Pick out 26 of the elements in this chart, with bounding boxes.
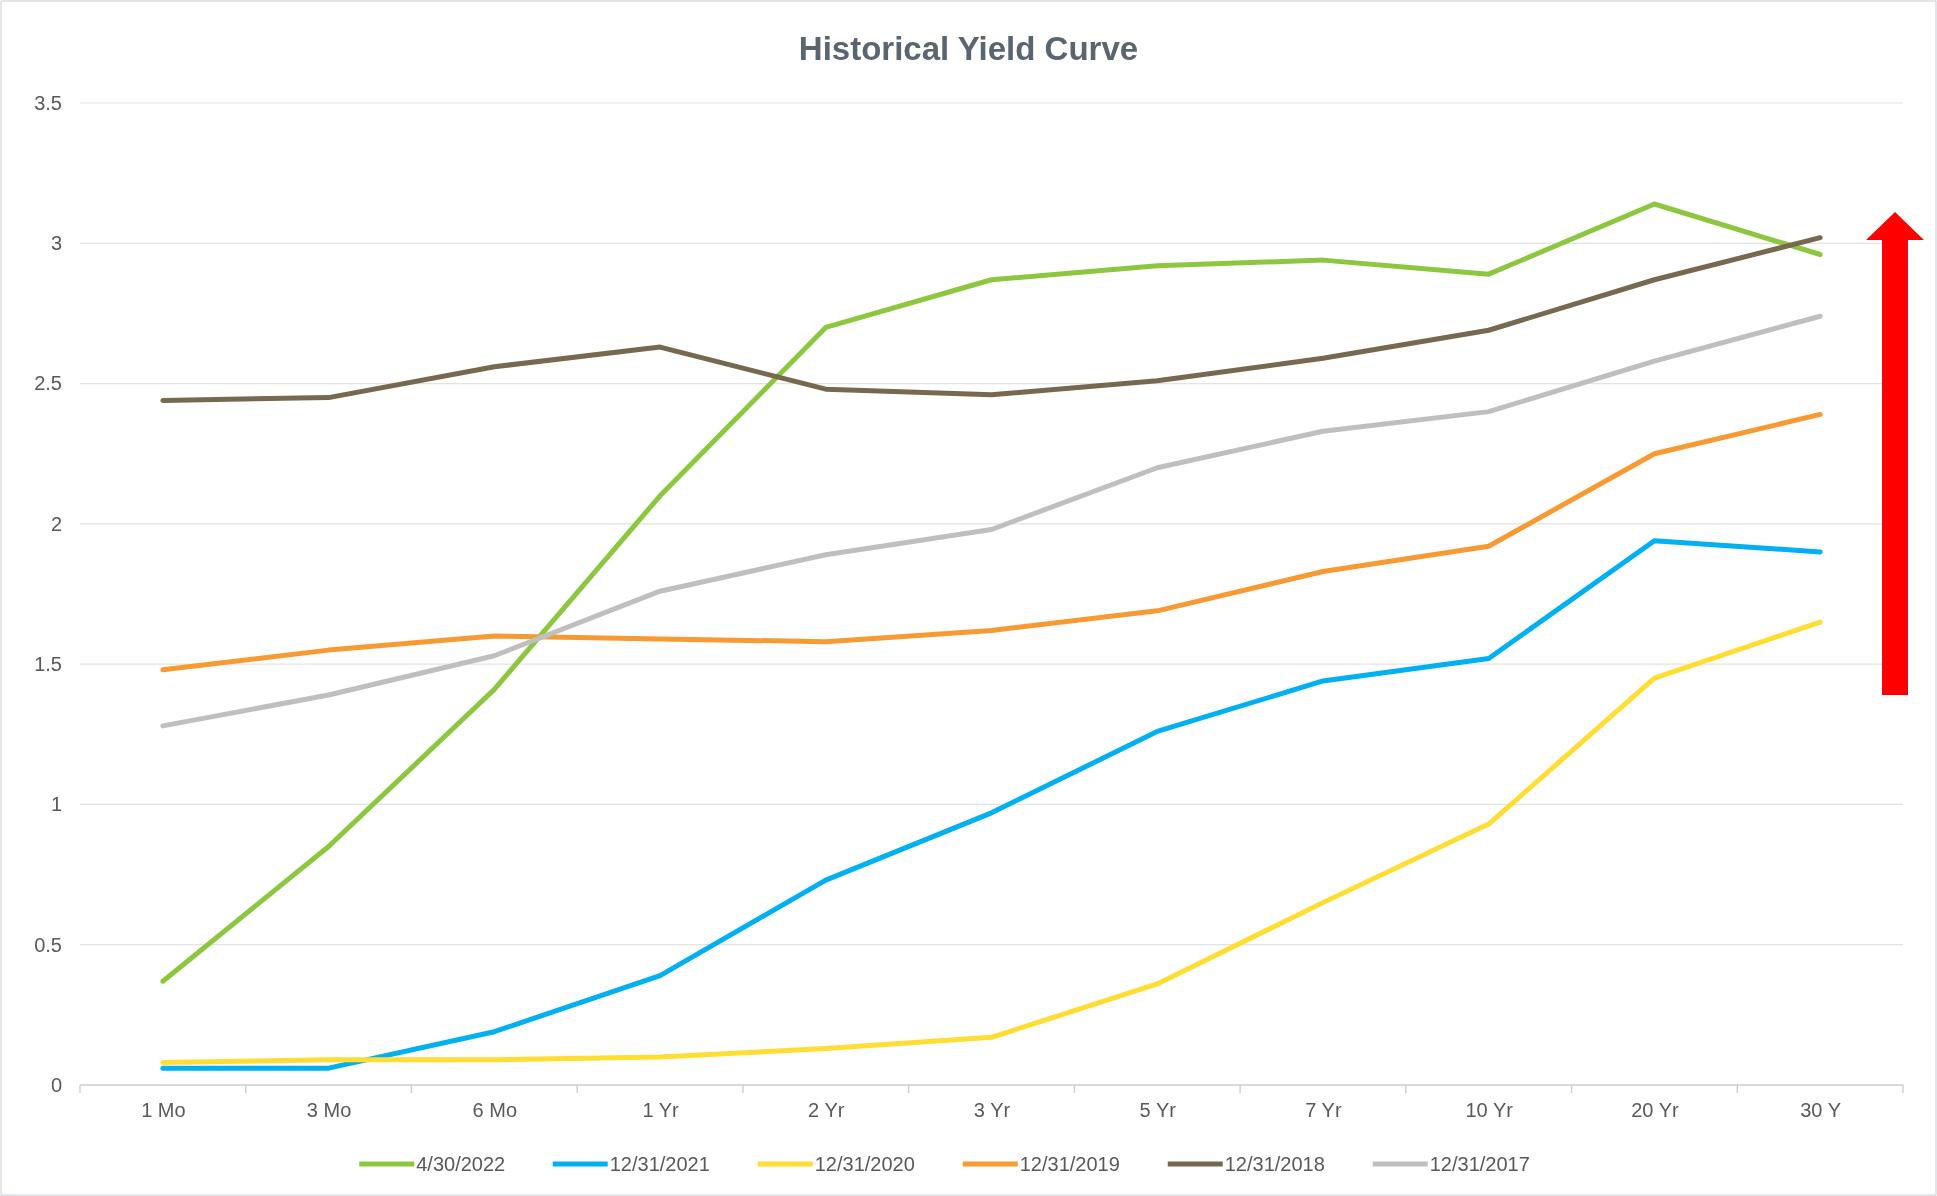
x-tick-label: 30 Y [1800,1099,1842,1122]
x-tick-label: 7 Yr [1305,1099,1342,1122]
y-tick-label: 1.5 [34,653,62,676]
x-tick-label: 1 Mo [141,1099,186,1122]
x-tick-label: 1 Yr [642,1099,680,1122]
y-tick-label: 2 [50,512,62,535]
x-tick-label: 3 Yr [973,1099,1011,1122]
y-tick-label: 0 [50,1073,62,1096]
x-tick-label: 2 Yr [808,1099,845,1122]
y-tick-label: 0.5 [34,933,62,956]
y-tick-label: 1 [50,793,62,816]
x-tick-label: 10 Yr [1465,1099,1514,1122]
y-tick-label: 2.5 [34,372,62,395]
legend-label: 12/31/2021 [609,1153,710,1175]
y-tick-label: 3 [50,232,62,255]
legend-label: 12/31/2020 [814,1153,915,1175]
legend-label: 12/31/2017 [1429,1153,1530,1175]
x-tick-label: 5 Yr [1139,1099,1177,1122]
y-tick-label: 3.5 [34,91,62,114]
x-tick-label: 6 Mo [472,1099,518,1122]
legend-label: 4/30/2022 [416,1153,506,1175]
x-tick-label: 3 Mo [306,1099,352,1122]
x-tick-label: 20 Yr [1631,1099,1679,1122]
legend-label: 12/31/2018 [1224,1153,1325,1175]
legend-label: 12/31/2019 [1019,1153,1120,1175]
chart-title: Historical Yield Curve [798,30,1139,67]
